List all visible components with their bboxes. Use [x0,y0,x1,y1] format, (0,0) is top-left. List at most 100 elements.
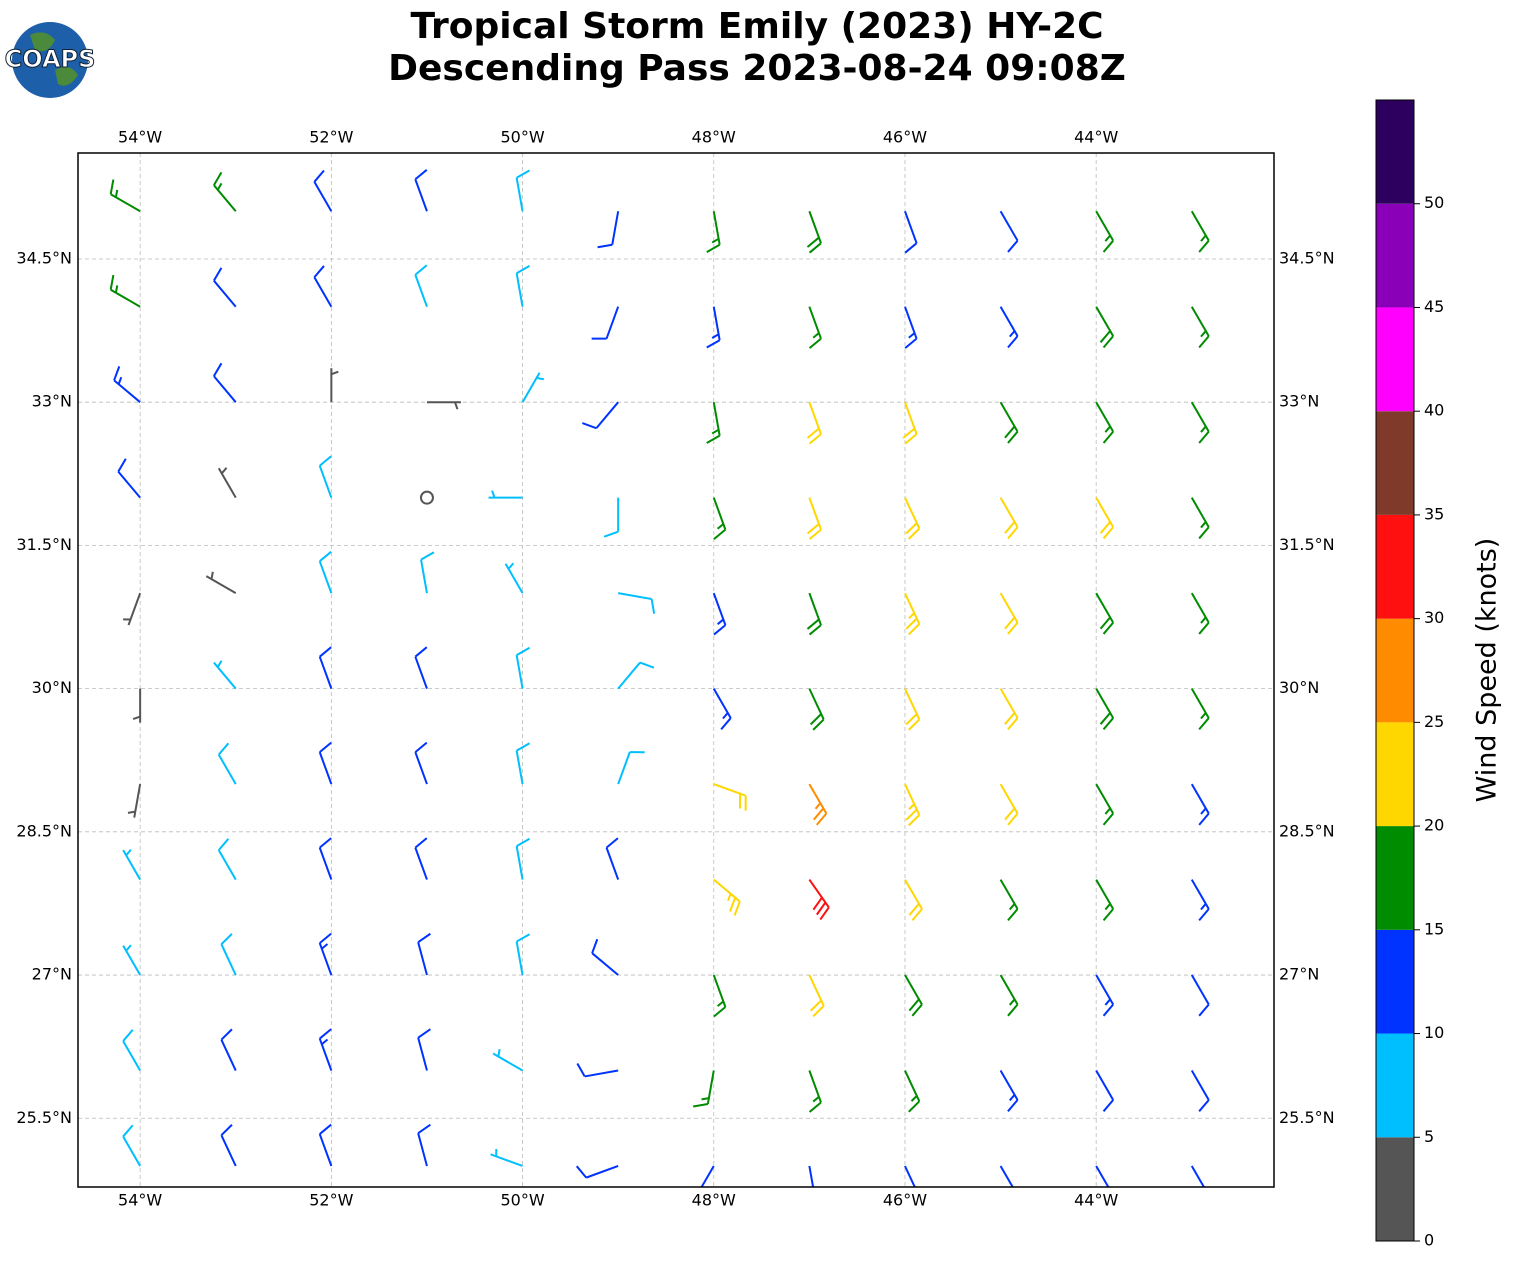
barb-tick [116,190,117,197]
barb-tick [221,1029,232,1039]
barb-tick [714,530,725,539]
wind-barb [905,689,919,730]
barb-tick [1199,718,1209,729]
barb-tick [1199,1100,1209,1111]
barb-tick [707,340,720,347]
y-tick-label: 28.5°N [16,821,72,840]
y-tick-label: 25.5°N [1279,1108,1335,1127]
wind-barb [1096,689,1113,730]
barb-shaft [809,1166,815,1199]
barb-shaft [415,657,427,689]
barb-shaft [221,1040,235,1071]
wind-barb [1096,593,1113,634]
wind-barb [219,743,236,784]
barb-tick [1010,904,1015,910]
wind-barb [1096,1071,1113,1112]
y-tick-label: 33°N [32,392,72,411]
barb-tick [219,743,229,754]
barb-tick [537,378,544,379]
wind-barb [415,647,427,688]
barb-tick [517,839,530,846]
barb-tick [320,456,331,465]
barb-shaft [320,561,332,593]
barb-tick [1105,904,1110,910]
barb-shaft [618,752,630,784]
wind-barb [1096,307,1113,348]
wind-barb [421,492,433,504]
wind-barb [214,268,236,307]
barb-shaft [219,755,236,784]
wind-barb [1192,784,1209,825]
x-tick-label: 54°W [118,128,162,147]
barb-tick [1201,617,1206,623]
barb-tick [1104,814,1114,825]
wind-barb [517,266,530,307]
wind-barb [418,934,430,975]
barb-tick [1199,432,1209,443]
barb-tick [707,245,720,252]
barb-tick [909,804,914,809]
barb-tick [1199,909,1209,920]
barb-shaft [118,472,140,498]
wind-barb [489,491,523,498]
wind-barb [1096,498,1113,539]
wind-barb [314,170,331,211]
wind-barb [123,593,140,625]
wind-barb [618,663,654,689]
barb-tick [1008,1100,1018,1111]
wind-barb [517,743,530,784]
y-tick-label: 31.5°N [16,535,72,554]
y-tick-label: 28.5°N [1279,821,1335,840]
wind-barb [592,307,618,339]
wind-barb [1096,975,1113,1016]
barb-tick [1105,235,1110,241]
wind-barb [320,552,332,593]
wind-barb [1001,307,1018,348]
barb-tick [712,430,718,434]
barb-tick [320,934,331,943]
barb-shaft [221,1135,235,1166]
wind-barb [1096,880,1113,921]
wind-barb [577,1064,618,1077]
barb-tick [912,1096,917,1101]
barb-tick [415,838,426,847]
barb-shaft [418,1038,427,1071]
y-tick-label: 27°N [32,965,72,984]
wind-barb [592,939,618,975]
barb-tick [1104,241,1114,252]
x-tick-label: 54°W [118,1191,162,1210]
colorbar-segment [1376,930,1414,1034]
colorbar-tick-label: 10 [1424,1023,1444,1042]
wind-barb [320,743,332,784]
barb-tick [221,934,232,944]
barb-tick [1201,235,1206,241]
x-tick-label: 48°W [692,128,736,147]
colorbar-tick-label: 35 [1424,504,1444,523]
barb-tick [509,563,514,569]
barb-shaft [607,307,619,339]
barb-shaft [1192,1071,1209,1100]
y-tick-label: 31.5°N [1279,535,1335,554]
wind-barb [133,689,140,723]
wind-barb [517,839,530,880]
y-tick-label: 34.5°N [1279,248,1335,267]
barb-tick [909,613,914,618]
wind-barb [314,266,331,307]
barb-shaft [314,277,331,306]
barb-tick [604,532,618,537]
wind-barb [221,1029,235,1070]
wind-barb [618,752,644,784]
barb-tick [111,180,114,195]
wind-barb [714,880,740,916]
barb-tick [909,333,915,338]
barb-tick [421,552,434,559]
barb-tick [1199,241,1209,252]
barb-shaft [320,752,332,784]
colorbar-tick-label: 20 [1424,816,1444,835]
wind-barb [123,1030,140,1071]
wind-barb [123,945,140,975]
wind-barb [1001,784,1018,825]
barb-tick [415,170,426,179]
barb-tick [577,1166,586,1177]
